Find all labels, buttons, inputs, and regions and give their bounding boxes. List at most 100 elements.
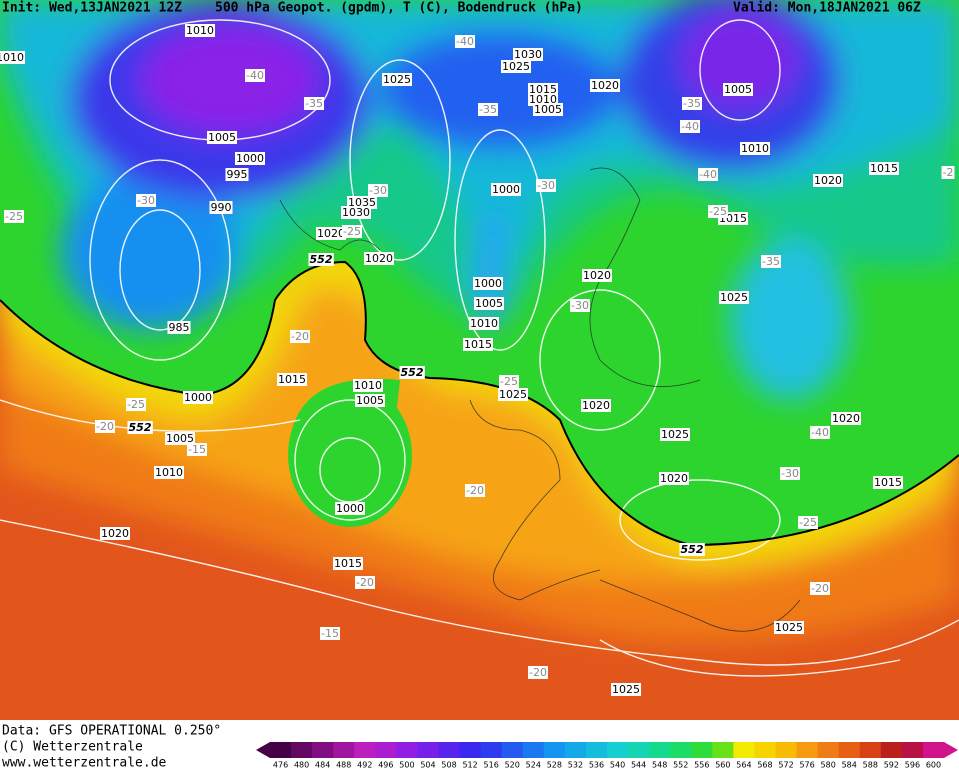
temperature-label-box — [536, 179, 556, 192]
temperature-label-group: -40 — [455, 35, 475, 48]
temperature-label-group: -20 — [95, 420, 115, 433]
temperature-label-box — [355, 576, 375, 589]
legend-label: 528 — [547, 761, 562, 770]
legend-swatch — [375, 742, 397, 758]
isobar-label: 1025 — [499, 388, 527, 401]
temperature-label: -40 — [699, 168, 717, 181]
isobar-label-group: 1020 — [316, 227, 346, 240]
isobar-label-group: 1030 — [513, 48, 543, 61]
isobar-label-box — [0, 51, 25, 64]
temperature-label-group: -25 — [499, 375, 519, 388]
isobar-label-group: 1025 — [719, 291, 749, 304]
isobar-label-box — [813, 174, 843, 187]
isobar-label: 1020 — [660, 472, 688, 485]
temperature-label: -15 — [188, 443, 206, 456]
map-title: 500 hPa Geopot. (gpdm), T (C), Bodendruc… — [215, 1, 583, 16]
isobar-label: 1000 — [474, 277, 502, 290]
legend-swatch — [585, 742, 608, 758]
legend-label: 476 — [273, 761, 288, 770]
legend-swatch — [817, 742, 840, 758]
isobar-label-group: 1025 — [774, 621, 804, 634]
isobar-label-box — [235, 152, 265, 165]
geopotential-label-group: 552 — [308, 253, 334, 266]
legend-swatch — [880, 742, 903, 758]
isobar-label-box — [740, 142, 770, 155]
legend-arrow-low — [256, 742, 270, 758]
isobar-label: 1000 — [336, 502, 364, 515]
isobar-label: 985 — [169, 321, 190, 334]
temperature-label: -35 — [305, 97, 323, 110]
isobar-label: 1015 — [334, 557, 362, 570]
isobar-label: 1010 — [186, 24, 214, 37]
temperature-label-group: -35 — [478, 103, 498, 116]
isobar-label-box — [100, 527, 130, 540]
isobar-label-box — [659, 472, 689, 485]
temperature-label: -20 — [96, 420, 114, 433]
legend-swatch — [291, 742, 313, 758]
valid-time: Valid: Mon,18JAN2021 06Z — [733, 1, 921, 16]
isobar-label-box — [469, 317, 499, 330]
isobar-label-box — [277, 373, 307, 386]
isobar-label-group: 1025 — [501, 60, 531, 73]
geopotential-label-box — [127, 421, 153, 434]
legend-swatch — [396, 742, 418, 758]
color-legend: 476 480 484 488 492 496 500 504 508 512 516 520 524 5… — [256, 742, 958, 770]
legend-swatch — [270, 742, 292, 758]
isobar-label-group: 1025 — [660, 428, 690, 441]
isobar-label-group: 1005 — [474, 297, 504, 310]
legend-swatch — [796, 742, 819, 758]
temperature-label-box — [499, 375, 519, 388]
isobar-label-box — [185, 24, 215, 37]
legend-label: 568 — [757, 761, 772, 770]
isobar-label-box — [498, 388, 528, 401]
temperature-label-group: -35 — [304, 97, 324, 110]
geopotential-label: 552 — [681, 543, 704, 556]
isobar-label: 1015 — [278, 373, 306, 386]
isobar-label-group: 1015 — [463, 338, 493, 351]
legend-label: 564 — [736, 761, 751, 770]
temperature-label: -25 — [500, 375, 518, 388]
isobar-label-group: 1015 — [869, 162, 899, 175]
legend-swatch — [480, 742, 503, 758]
temperature-label: -15 — [321, 627, 339, 640]
temperature-label: -40 — [246, 69, 264, 82]
isobar-label-group: 1000 — [473, 277, 503, 290]
isobar-label: 1025 — [661, 428, 689, 441]
temperature-label-group: -20 — [290, 330, 310, 343]
isobar-label-box — [225, 168, 249, 181]
legend-swatch — [312, 742, 334, 758]
legend-label: 584 — [842, 761, 857, 770]
temperature-label: -25 — [709, 205, 727, 218]
isobar-label-group: 1015 — [333, 557, 363, 570]
temperature-label: -40 — [681, 120, 699, 133]
isobar-label: 1005 — [166, 432, 194, 445]
isobar-label-group: 995 — [225, 168, 249, 181]
isobar-label-box — [341, 206, 371, 219]
temperature-label-group: -40 — [810, 426, 830, 439]
legend-swatch — [438, 742, 461, 758]
isobar-label: 1010 — [470, 317, 498, 330]
geopotential-label-box — [679, 543, 705, 556]
isobar-label-group: 1020 — [582, 269, 612, 282]
isobar-label-group: 1020 — [581, 399, 611, 412]
legend-label: 572 — [778, 761, 793, 770]
legend-swatch — [838, 742, 861, 758]
isobar-label-group: 1020 — [100, 527, 130, 540]
temperature-label: -20 — [466, 484, 484, 497]
temperature-label-group: -25 — [126, 398, 146, 411]
temperature-label-box — [4, 210, 24, 223]
temperature-label-box — [810, 582, 830, 595]
legend-label: 552 — [673, 761, 688, 770]
temperature-label-group: -25 — [798, 516, 818, 529]
isobar-label-group: 1010 — [0, 51, 25, 64]
legend-swatch — [691, 742, 713, 758]
isobar-label-group: 1000 — [183, 391, 213, 404]
temperature-label: -25 — [799, 516, 817, 529]
isobar-label: 1020 — [591, 79, 619, 92]
isobar-label-box — [869, 162, 899, 175]
legend-swatch — [712, 742, 734, 758]
isobar-label-box — [316, 227, 346, 240]
isobar-label: 1010 — [529, 93, 557, 106]
isobar-label-group: 1005 — [723, 83, 753, 96]
legend-label: 508 — [441, 761, 456, 770]
